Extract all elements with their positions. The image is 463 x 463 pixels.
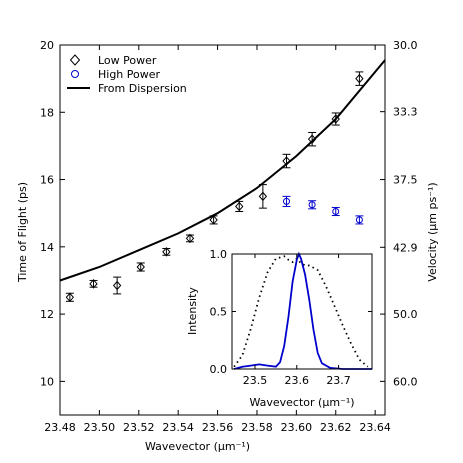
main-y-tick-label: 16 [40,174,54,187]
main-y2-tick-label: 50.0 [393,308,418,321]
low-power-point [89,279,98,289]
main-y2-axis-label: Velocity (μm ps⁻¹) [426,182,439,281]
main-x-tick-label: 23.52 [123,421,155,434]
main-y-tick-label: 20 [40,39,54,52]
legend-label-high-power: High Power [98,68,161,81]
main-plot-frame [59,44,386,416]
main-x-tick-label: 23.64 [359,421,391,434]
inset-y-axis-label: Intensity [186,287,199,335]
high-power-point [355,216,363,224]
low-power-point [209,215,218,225]
inset-y-tick-label: 1.0 [210,248,228,261]
main-y2-tick-label: 37.5 [393,174,418,187]
main-x-axis-label: Wavevector (μm⁻¹) [145,440,250,453]
inset-x-tick-label: 23.7 [326,374,351,387]
main-y2-tick-label: 30.0 [393,39,418,52]
low-power-point [185,233,195,244]
high-power-point [308,201,316,209]
high-power-point [283,197,291,205]
main-y-tick-label: 10 [40,375,54,388]
dispersion-line [59,59,386,282]
inset-background [232,254,372,369]
main-y2-tick-label: 42.9 [393,241,418,254]
inset-solid-curve [233,251,372,370]
low-power-point [235,201,244,212]
low-power-point [65,292,75,303]
low-power-point [331,114,340,124]
main-y-tick-label: 12 [40,308,54,321]
low-power-point [258,191,268,202]
main-y-axis-label: Time of Flight (ps) [16,182,29,283]
main-y-tick-label: 18 [40,106,54,119]
low-power-point [136,262,145,272]
main-y-tick-label: 14 [40,241,54,254]
inset-x-tick-label: 23.6 [285,374,310,387]
main-x-tick-label: 23.60 [281,421,313,434]
main-x-tick-label: 23.48 [44,421,76,434]
legend-marker-diamond [69,54,81,66]
high-power-point [332,208,340,215]
legend: Low Power High Power From Dispersion [67,54,187,95]
low-power-point [355,73,364,84]
main-x-tick-label: 23.54 [162,421,194,434]
legend-entry-from-dispersion: From Dispersion [67,82,187,95]
legend-entry-low-power: Low Power [69,54,157,67]
main-x-tick-label: 23.56 [202,421,234,434]
main-x-tick-label: 23.50 [84,421,116,434]
inset-x-tick-label: 23.5 [243,374,268,387]
legend-label-from-dispersion: From Dispersion [98,82,187,95]
low-power-point [112,280,122,291]
inset-y-tick-label: 0.0 [210,363,228,376]
main-y2-tick-label: 60.0 [393,375,418,388]
main-x-tick-label: 23.62 [320,421,352,434]
legend-entry-high-power: High Power [71,68,161,81]
main-x-tick-label: 23.58 [241,421,273,434]
legend-label-low-power: Low Power [98,54,157,67]
inset-y-tick-label: 0.5 [210,306,228,319]
low-power-point [162,247,171,257]
inset-x-axis-label: Wavevector (μm⁻¹) [249,396,354,409]
low-power-point [307,134,317,144]
low-power-point [282,156,291,166]
main-y2-tick-label: 33.3 [393,106,418,119]
legend-marker-circle [71,70,79,78]
